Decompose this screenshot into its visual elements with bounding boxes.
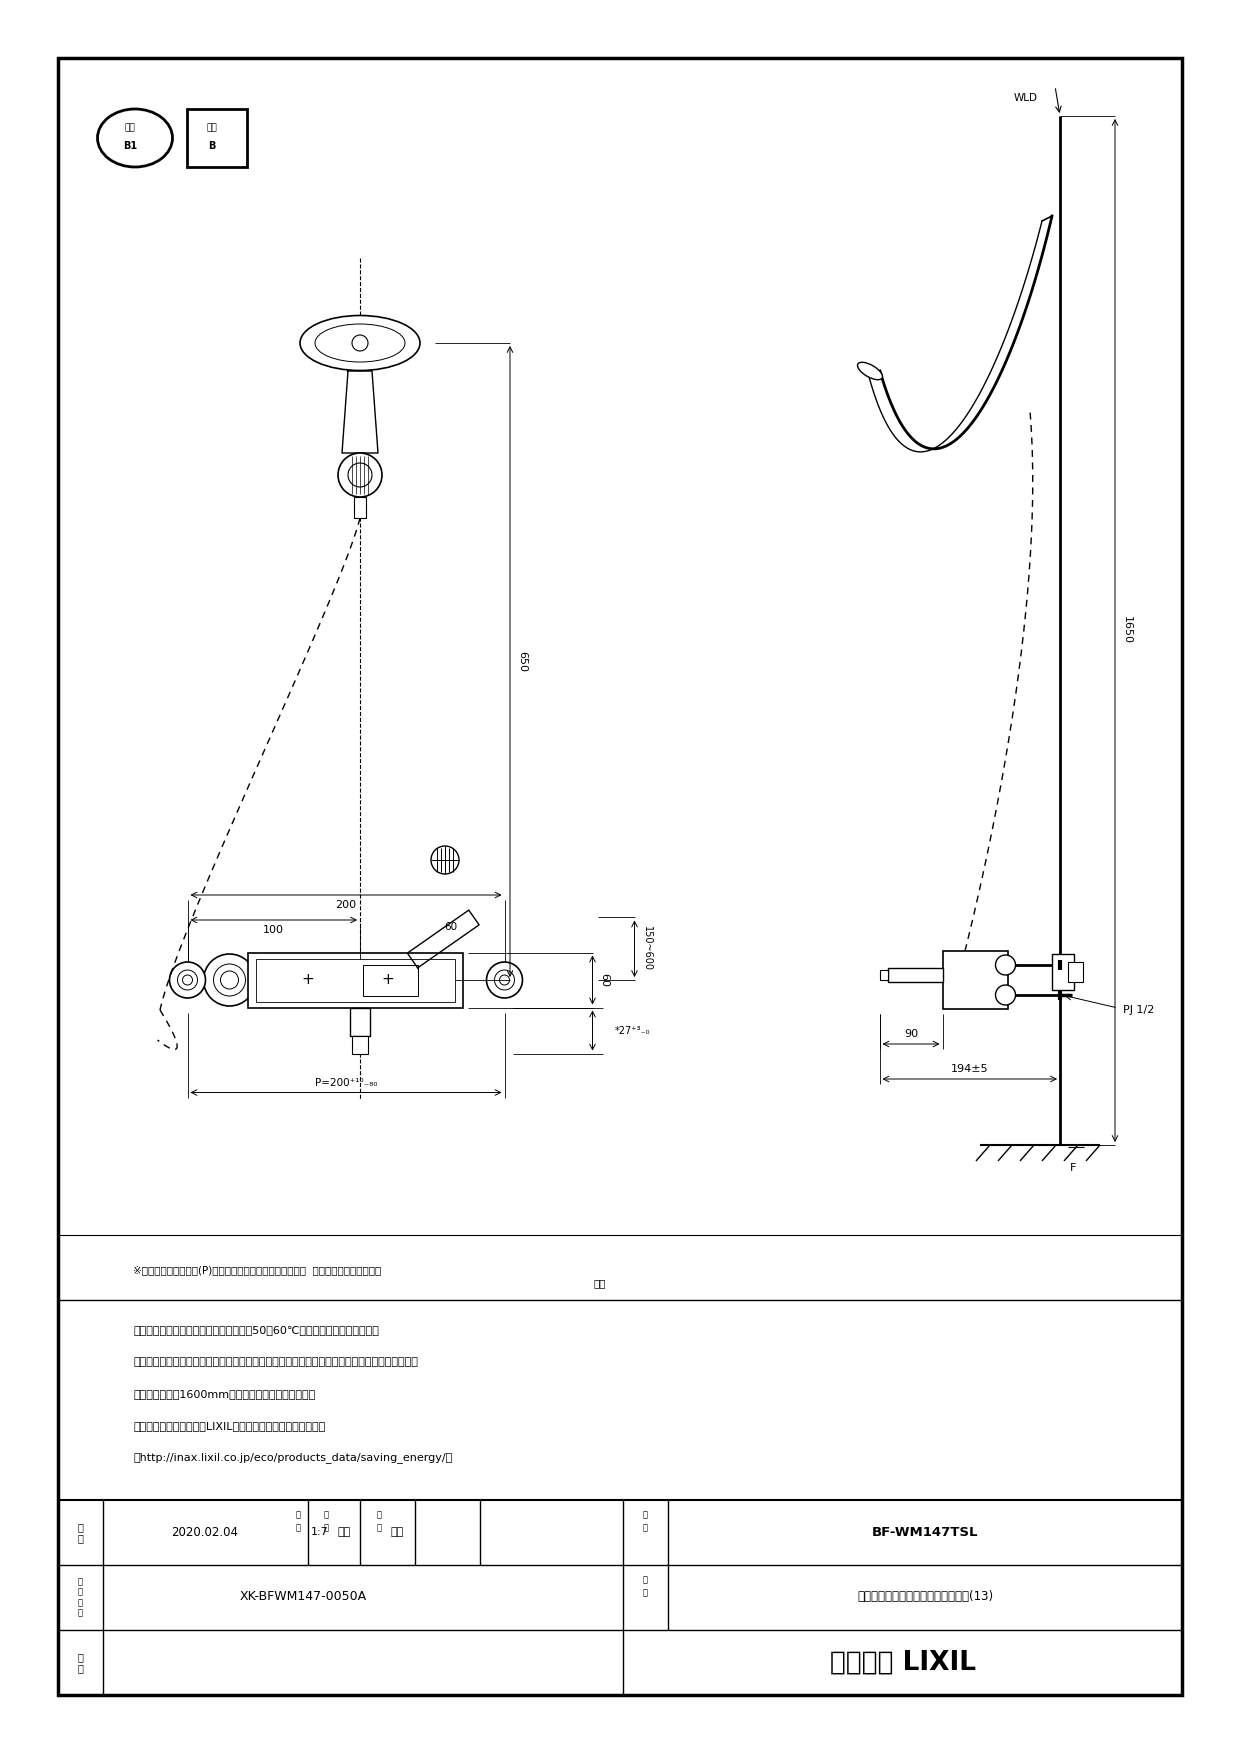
Circle shape	[500, 975, 510, 986]
Text: ・適温の湯を出すためには給湯器の温度50～60℃の設定をおすすめします。: ・適温の湯を出すためには給湯器の温度50～60℃の設定をおすすめします。	[133, 1324, 379, 1335]
Text: ※印寸法は配管ピッチ(P)が最大～最小の場合を（標準寸法  最大）で示しています。: ※印寸法は配管ピッチ(P)が最大～最小の場合を（標準寸法 最大）で示しています。	[133, 1265, 381, 1275]
Circle shape	[486, 961, 522, 998]
Text: 100: 100	[263, 924, 284, 935]
Text: 日
付: 日 付	[77, 1522, 83, 1544]
Text: 度: 度	[295, 1524, 300, 1533]
Text: 磯崎: 磯崎	[391, 1528, 404, 1537]
Bar	[255, 958, 455, 1002]
Text: 品: 品	[642, 1510, 647, 1519]
Bar	[350, 1007, 370, 1035]
Text: 図: 図	[377, 1524, 382, 1533]
Circle shape	[996, 954, 1016, 975]
Text: 図
面
番
号: 図 面 番 号	[77, 1577, 83, 1617]
Text: 最小: 最小	[593, 1279, 605, 1287]
Text: 備
考: 備 考	[77, 1652, 83, 1673]
Text: サーモスタット付シャワーバス水栓(13): サーモスタット付シャワーバス水栓(13)	[857, 1591, 993, 1603]
Bar	[248, 952, 463, 1007]
Circle shape	[352, 335, 368, 351]
Text: WLD: WLD	[1014, 93, 1038, 103]
Text: 金山: 金山	[337, 1528, 351, 1537]
Text: B1: B1	[123, 140, 138, 151]
Bar	[362, 965, 418, 996]
Text: 150~600: 150~600	[641, 926, 651, 972]
Text: 番: 番	[642, 1524, 647, 1533]
Bar	[353, 496, 366, 517]
Ellipse shape	[98, 109, 172, 167]
Text: P=200⁺¹⁰₋₈₀: P=200⁺¹⁰₋₈₀	[315, 1077, 377, 1087]
Bar	[879, 970, 888, 980]
Text: 尺: 尺	[295, 1510, 300, 1519]
Circle shape	[203, 954, 255, 1007]
Text: 1650: 1650	[1122, 616, 1132, 644]
Text: 製: 製	[324, 1510, 329, 1519]
Bar	[942, 951, 1007, 1009]
Bar	[1068, 961, 1083, 982]
Text: （http://inax.lixil.co.jp/eco/products_data/saving_energy/）: （http://inax.lixil.co.jp/eco/products_da…	[133, 1452, 453, 1463]
Text: F: F	[1070, 1163, 1076, 1173]
Text: 650: 650	[517, 651, 527, 672]
Circle shape	[432, 845, 459, 873]
Text: ・シャワーヘッドは乱暴に扱わないで下さい。メッキがはがれて、ケガをする恐れがあります。: ・シャワーヘッドは乱暴に扱わないで下さい。メッキがはがれて、ケガをする恐れがあり…	[133, 1358, 418, 1366]
Bar	[352, 1035, 368, 1054]
Polygon shape	[342, 372, 378, 453]
Bar	[1052, 954, 1074, 989]
Circle shape	[177, 970, 197, 989]
Text: 194±5: 194±5	[951, 1065, 988, 1073]
Text: BF-WM147TSL: BF-WM147TSL	[872, 1526, 978, 1538]
Circle shape	[339, 453, 382, 496]
Text: 2020.02.04: 2020.02.04	[171, 1526, 238, 1538]
Ellipse shape	[315, 324, 405, 361]
Circle shape	[495, 970, 515, 989]
Text: 60: 60	[445, 923, 458, 931]
Circle shape	[213, 965, 246, 996]
Text: 60: 60	[599, 973, 610, 988]
Text: 1:7: 1:7	[311, 1528, 329, 1537]
Text: 名: 名	[642, 1589, 647, 1598]
Text: B: B	[208, 140, 216, 151]
Circle shape	[348, 463, 372, 488]
Text: 節湯: 節湯	[125, 123, 135, 133]
Circle shape	[221, 972, 238, 989]
Text: *27⁺³₋₀: *27⁺³₋₀	[615, 1026, 650, 1035]
Text: 検: 検	[377, 1510, 382, 1519]
Text: 200: 200	[336, 900, 357, 910]
Bar	[187, 109, 247, 167]
Ellipse shape	[858, 363, 883, 379]
Text: 図: 図	[324, 1524, 329, 1533]
Text: 90: 90	[904, 1030, 918, 1038]
Text: XK-BFWM147-0050A: XK-BFWM147-0050A	[239, 1591, 367, 1603]
Circle shape	[170, 961, 206, 998]
Text: 株式会社 LIXIL: 株式会社 LIXIL	[830, 1649, 976, 1675]
Circle shape	[182, 975, 192, 986]
Ellipse shape	[300, 316, 420, 370]
Text: +: +	[381, 972, 394, 988]
Circle shape	[996, 986, 1016, 1005]
Text: ・節湯記号については、LIXILホームページを参照ください。: ・節湯記号については、LIXILホームページを参照ください。	[133, 1421, 325, 1431]
Text: 品: 品	[642, 1575, 647, 1584]
Text: +: +	[301, 972, 314, 988]
Text: ・（ホース長さ1600mm、温度調節ハンドル調整要）: ・（ホース長さ1600mm、温度調節ハンドル調整要）	[133, 1389, 315, 1400]
Text: 節湯: 節湯	[207, 123, 217, 133]
Bar	[888, 968, 942, 982]
Text: PJ 1/2: PJ 1/2	[1123, 1005, 1154, 1016]
